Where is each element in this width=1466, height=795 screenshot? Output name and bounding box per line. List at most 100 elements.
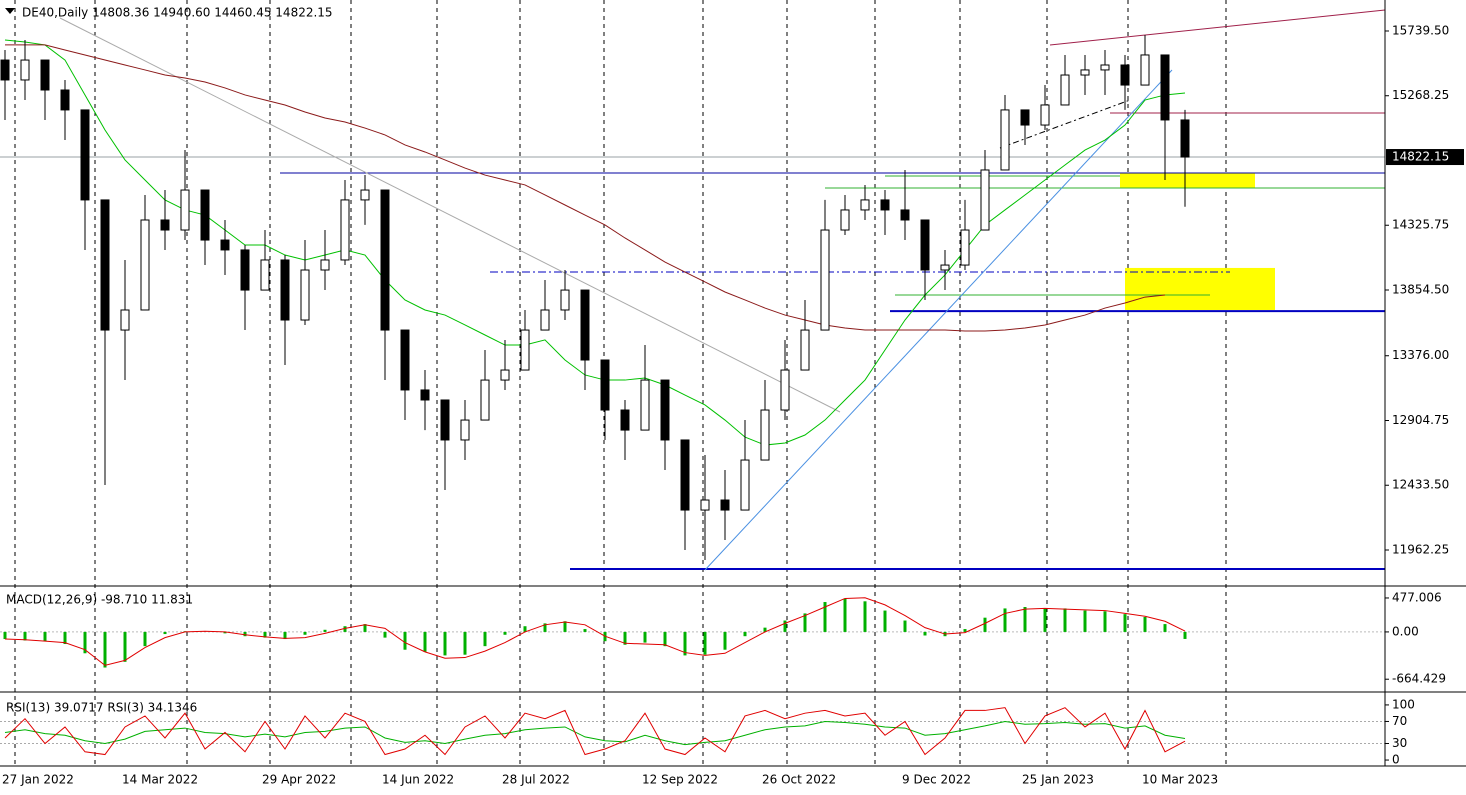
candle-body [460,419,470,441]
x-tick-label: 28 Jul 2022 [502,773,570,787]
candle-body [700,499,710,511]
macd-bar [303,631,307,635]
candle-body [60,89,70,111]
y-tick-label: 14325.75 [1392,218,1449,232]
macd-bar [1063,608,1067,632]
y-tick-label: 13854.50 [1392,282,1449,296]
x-tick-label: 14 Jun 2022 [382,773,454,787]
candle-body [0,59,10,81]
y-tick-label: 15739.50 [1392,23,1449,37]
macd-bar [143,631,147,647]
macd-bar [343,626,347,632]
macd-bar [263,631,267,638]
candle-body [480,379,490,421]
candle-body [300,269,310,321]
signal-line [4,597,1186,666]
macd-bar [1103,611,1107,632]
candle-body [940,264,950,271]
candle-body [280,259,290,321]
menu-triangle[interactable] [5,8,15,14]
macd-bar [543,623,547,632]
macd-bar [623,631,627,645]
trend-line [999,99,1131,149]
macd-bar [723,631,727,650]
zone [1120,172,1255,188]
macd-bar [683,631,687,656]
moving-average [5,44,1166,332]
macd-bar [1123,614,1127,632]
macd-bar [403,631,407,650]
candle-body [220,239,230,251]
macd-bar [563,621,567,632]
macd-bar [3,631,7,640]
macd-bar [163,631,167,635]
candle-body [40,59,50,91]
candle-body [1100,64,1110,71]
current-price-box [1386,149,1464,166]
candle-body [1020,109,1030,126]
candle-body [1040,104,1050,126]
macd-bar [23,631,27,641]
x-tick-label: 27 Jan 2022 [2,773,74,787]
candle-body [1140,54,1150,86]
candle-body [1160,54,1170,121]
candle-body [780,369,790,411]
y-tick-label: 477.006 [1392,590,1442,604]
current-price-label: 14822.15 [1392,150,1449,164]
macd-bar [1003,608,1007,632]
x-tick-label: 12 Sep 2022 [642,773,718,787]
macd-bar [883,610,887,632]
candle-body [620,409,630,431]
candle-body [1180,119,1190,158]
y-tick-label: 15268.25 [1392,88,1449,102]
macd-bar [1143,616,1147,632]
macd-title: MACD(12,26,9) -98.710 11.831 [6,593,193,607]
candle-body [660,379,670,441]
macd-bar [843,598,847,632]
macd-bar [643,631,647,643]
candle-body [200,189,210,241]
macd-bar [523,626,527,632]
macd-bar [763,627,767,632]
candle-body [340,199,350,261]
macd-bar [863,601,867,632]
zone [1125,267,1275,310]
candle-body [180,189,190,231]
drawings-under [0,0,1385,766]
y-tick-label: 12904.75 [1392,413,1449,427]
y-tick-label: 70 [1392,714,1407,728]
candle-body [160,219,170,231]
macd-bar [743,631,747,637]
candle-body [440,399,450,441]
macd-bar [103,631,107,668]
macd-bar [703,631,707,655]
x-tick-label: 10 Mar 2023 [1142,773,1218,787]
y-tick-label: 13376.00 [1392,348,1449,362]
x-tick-label: 25 Jan 2023 [1022,773,1094,787]
candle-body [380,189,390,331]
candle-body [360,189,370,201]
candle-body [880,199,890,211]
x-tick-label: 26 Oct 2022 [762,773,836,787]
macd-bar [923,631,927,636]
macd-bar [1023,607,1027,632]
candle-body [20,59,30,81]
macd-bar [123,631,127,662]
y-tick-label: 0 [1392,753,1400,767]
y-tick-label: 11962.25 [1392,542,1449,556]
candle-body [520,329,530,371]
candle-body [800,329,810,371]
y-tick-label: 100 [1392,697,1415,711]
macd-bar [663,631,667,647]
macd-bar [283,631,287,640]
y-tick-label: 12433.50 [1392,478,1449,492]
macd-bar [1043,608,1047,632]
x-tick-label: 14 Mar 2022 [122,773,198,787]
candle-body [580,289,590,361]
candle-body [600,359,610,411]
macd-bar [243,631,247,637]
macd-bar [463,631,467,655]
macd-bar [1083,610,1087,632]
